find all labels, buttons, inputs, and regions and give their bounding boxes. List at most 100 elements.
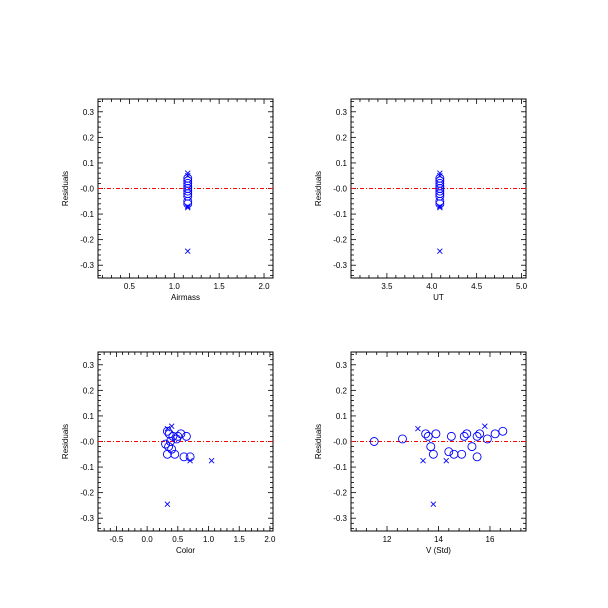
panel-color: -0.3 -0.2 -0.1 -0.0 0.1 0.2 0.3 -0.5 0.0 0.5 1.0 1.… (61, 351, 276, 555)
circle-point (183, 196, 193, 206)
circle-point (161, 439, 170, 449)
y-tick-label: 0.2 (83, 386, 95, 395)
circle-point (472, 431, 482, 441)
x-tick-label: 5.0 (516, 282, 528, 291)
circle-point (459, 431, 469, 441)
y-tick-label: -0.2 (333, 236, 347, 245)
circle-point (457, 449, 467, 459)
x-tick-label: 3.5 (381, 282, 393, 291)
x-tick-label: 2.0 (258, 282, 270, 291)
panel-airmass: -0.3 -0.2 -0.1 -0.0 0.1 0.2 0.3 0.5 1.0 1.5 2.0 Air… (61, 98, 274, 302)
y-tick-label: 0.1 (83, 159, 95, 168)
x-tick-label: 4.5 (471, 282, 483, 291)
y-tick-label: 0.3 (336, 361, 348, 370)
circle-point (426, 442, 436, 452)
cross-point (437, 172, 443, 179)
circle-point (166, 437, 175, 446)
cross-point (443, 457, 450, 464)
x-tick-label: 14 (434, 535, 443, 544)
cross-point (164, 501, 171, 507)
x-tick-label: 1.0 (169, 282, 181, 291)
cross-point (208, 457, 215, 464)
circle-point (490, 429, 500, 439)
cross-point (437, 204, 443, 211)
circle-point (183, 186, 193, 196)
cross-point (164, 425, 171, 432)
y-tick-label: 0.3 (336, 108, 348, 117)
x-tick-label: 0.0 (142, 535, 154, 544)
y-tick-label: 0.2 (83, 133, 95, 142)
x-axis-label: UT (433, 293, 444, 302)
circle-point (398, 434, 407, 444)
circle-point (185, 452, 195, 462)
y-tick-label: -0.1 (333, 210, 347, 219)
x-tick-label: -0.5 (110, 535, 124, 544)
circle-point (162, 449, 172, 459)
circle-point (446, 431, 456, 441)
circle-point (428, 449, 438, 459)
panel-ut: -0.3 -0.2 -0.1 -0.0 0.1 0.2 0.3 3.5 4.0 4.5 5.0 UT R… (314, 98, 528, 302)
y-axis-label: Residuals (314, 424, 323, 459)
x-tick-label: 12 (383, 535, 392, 544)
x-tick-label: 1.5 (214, 282, 226, 291)
y-tick-label: 0.1 (83, 412, 95, 421)
circle-point (462, 429, 472, 439)
y-tick-label: -0.0 (80, 438, 94, 447)
y-axis-label: Residuals (61, 424, 70, 459)
y-tick-label: 0.1 (336, 159, 348, 168)
y-tick-label: -0.0 (333, 185, 347, 194)
y-tick-label: 0.3 (83, 361, 95, 370)
panel-vstd: -0.3 -0.2 -0.1 -0.0 0.1 0.2 0.3 12 14 16 V (Std) Re… (314, 351, 527, 555)
y-tick-label: 0.2 (336, 386, 348, 395)
x-tick-label: 1.5 (234, 535, 246, 544)
y-tick-label: -0.1 (80, 210, 94, 219)
cross-point (437, 170, 443, 176)
y-tick-label: -0.3 (333, 514, 347, 523)
y-tick-label: 0.2 (336, 133, 348, 142)
x-axis-label: V (Std) (426, 546, 451, 555)
y-tick-label: -0.0 (80, 185, 94, 194)
circle-point (181, 431, 191, 441)
circle-point (435, 196, 445, 206)
x-axis-label: Airmass (171, 293, 200, 302)
x-tick-label: 16 (486, 535, 495, 544)
circle-point (498, 426, 508, 436)
circle-point (170, 449, 180, 459)
x-tick-label: 1.0 (203, 535, 215, 544)
cross-point (420, 457, 426, 464)
circle-point (444, 447, 454, 457)
y-axis-label: Residuals (314, 171, 323, 206)
cross-point (482, 423, 488, 429)
x-axis-label: Color (176, 546, 195, 555)
cross-point (184, 204, 191, 211)
x-tick-label: 4.0 (426, 282, 438, 291)
circle-point (369, 437, 379, 446)
circle-point (472, 452, 482, 462)
cross-point (415, 425, 421, 432)
cross-point (430, 501, 437, 507)
y-tick-label: -0.2 (333, 489, 347, 498)
circle-point (431, 429, 441, 439)
y-tick-label: -0.2 (80, 236, 94, 245)
x-tick-label: 0.5 (172, 535, 184, 544)
cross-point (184, 248, 191, 254)
x-tick-label: 2.0 (264, 535, 276, 544)
cross-point (184, 170, 191, 176)
circle-point (172, 434, 182, 444)
y-tick-label: -0.0 (333, 438, 347, 447)
circle-point (482, 434, 492, 444)
y-tick-label: -0.3 (80, 261, 94, 270)
circle-point (162, 426, 172, 436)
circle-point (467, 442, 477, 452)
circle-point (475, 429, 485, 439)
y-tick-label: -0.3 (80, 514, 94, 523)
cross-point (437, 203, 443, 210)
y-axis-label: Residuals (61, 171, 70, 206)
circle-point (449, 449, 459, 459)
y-tick-label: -0.1 (80, 463, 94, 472)
y-tick-label: -0.2 (80, 489, 94, 498)
x-tick-label: 0.5 (124, 282, 136, 291)
cross-point (187, 457, 193, 464)
cross-point (437, 248, 443, 254)
